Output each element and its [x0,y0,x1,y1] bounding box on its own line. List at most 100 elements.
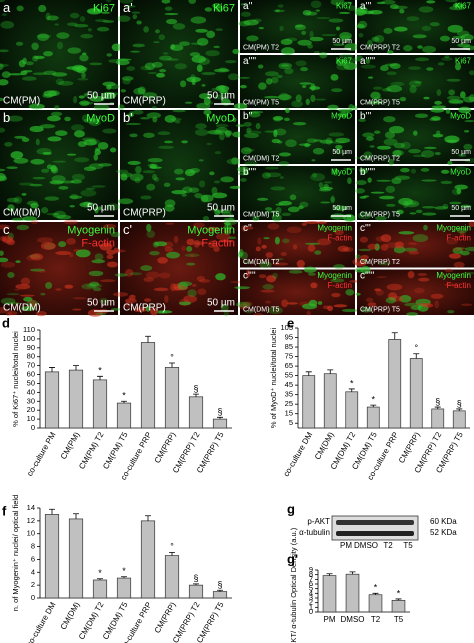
cell [383,138,398,146]
cell [153,287,169,292]
cell [170,117,182,122]
cell [359,168,369,174]
cell [83,139,97,146]
scale-label: 50 µm [87,91,115,102]
cell [32,176,46,180]
cell [235,124,245,128]
cell [233,103,248,110]
cell [0,63,9,67]
cell [231,157,239,165]
cell [282,238,290,244]
cell [257,64,264,69]
y-tick-label: 7 [309,574,313,583]
cell [130,50,141,53]
cell [206,226,220,232]
cell [40,207,49,214]
cell [360,266,371,274]
cell [246,35,259,42]
x-tick-label: T5 [394,615,404,624]
cell [322,305,331,310]
cell [61,180,75,184]
panel-letter: a''' [360,1,371,12]
cell [73,24,89,28]
error-bar [217,589,223,592]
cell [371,36,380,42]
cell [360,64,376,69]
cell [106,249,116,255]
cell [189,168,200,173]
cell [417,45,423,49]
cell [6,197,20,203]
micrograph-image [120,110,238,220]
cell [174,168,184,175]
cell [357,211,372,220]
bar [368,594,383,613]
cell [203,97,211,106]
cell [393,142,406,149]
cell [358,248,372,252]
cell [35,138,40,146]
scale-label: 50 µm [451,205,471,212]
cell [464,130,470,133]
cell [240,147,252,155]
cell [415,303,431,306]
error-bar [121,576,127,579]
cell [73,95,78,104]
cell [460,34,474,41]
cell [305,220,319,225]
cell [215,28,223,31]
cell [388,292,398,300]
cell [213,180,221,184]
cell [368,10,383,15]
cell [360,254,369,260]
cell [193,239,201,248]
cell [392,149,404,156]
band-size: 52 KDa [430,528,457,537]
cell [284,117,290,122]
cell [348,104,354,110]
x-tick-label: CM(PRP) [153,430,178,464]
cell [71,173,85,181]
y-axis-label: % of Ki67⁺ nuclei/total nuclei [11,331,20,427]
cell [178,301,192,306]
cell [211,186,218,195]
cell [320,201,331,204]
cell [196,275,206,282]
bar [44,514,60,599]
cell [64,116,71,122]
cell [339,53,354,59]
cell [166,251,180,259]
cell [69,252,74,258]
cell [310,94,316,103]
bar [212,591,228,599]
cell [380,65,389,72]
cell [191,78,196,86]
cell [224,60,237,64]
cell [112,292,129,297]
cell [301,222,307,227]
cell [330,74,339,81]
y-tick-label: 12 [27,516,35,525]
cell [354,156,366,160]
scale-label: 50 µm [87,298,115,309]
cell [16,5,24,12]
error-bar [326,573,333,576]
condition-label: CM(PRP) T2 [360,44,400,51]
cell [286,302,299,305]
micrograph-image [0,0,118,108]
cell [362,132,375,138]
cell [449,201,462,205]
cell [116,169,129,174]
scale-label: 50 µm [207,203,235,214]
cell [345,289,355,296]
cell [266,275,277,283]
cell [31,42,39,51]
panel-letter: g' [287,551,298,566]
micrograph: a''''' Ki67 CM(PRP) T5 [354,55,474,109]
cell [188,187,200,193]
cell [341,308,358,313]
cell [21,305,36,312]
cell [87,8,103,14]
cell [302,9,312,16]
cell [164,115,176,123]
